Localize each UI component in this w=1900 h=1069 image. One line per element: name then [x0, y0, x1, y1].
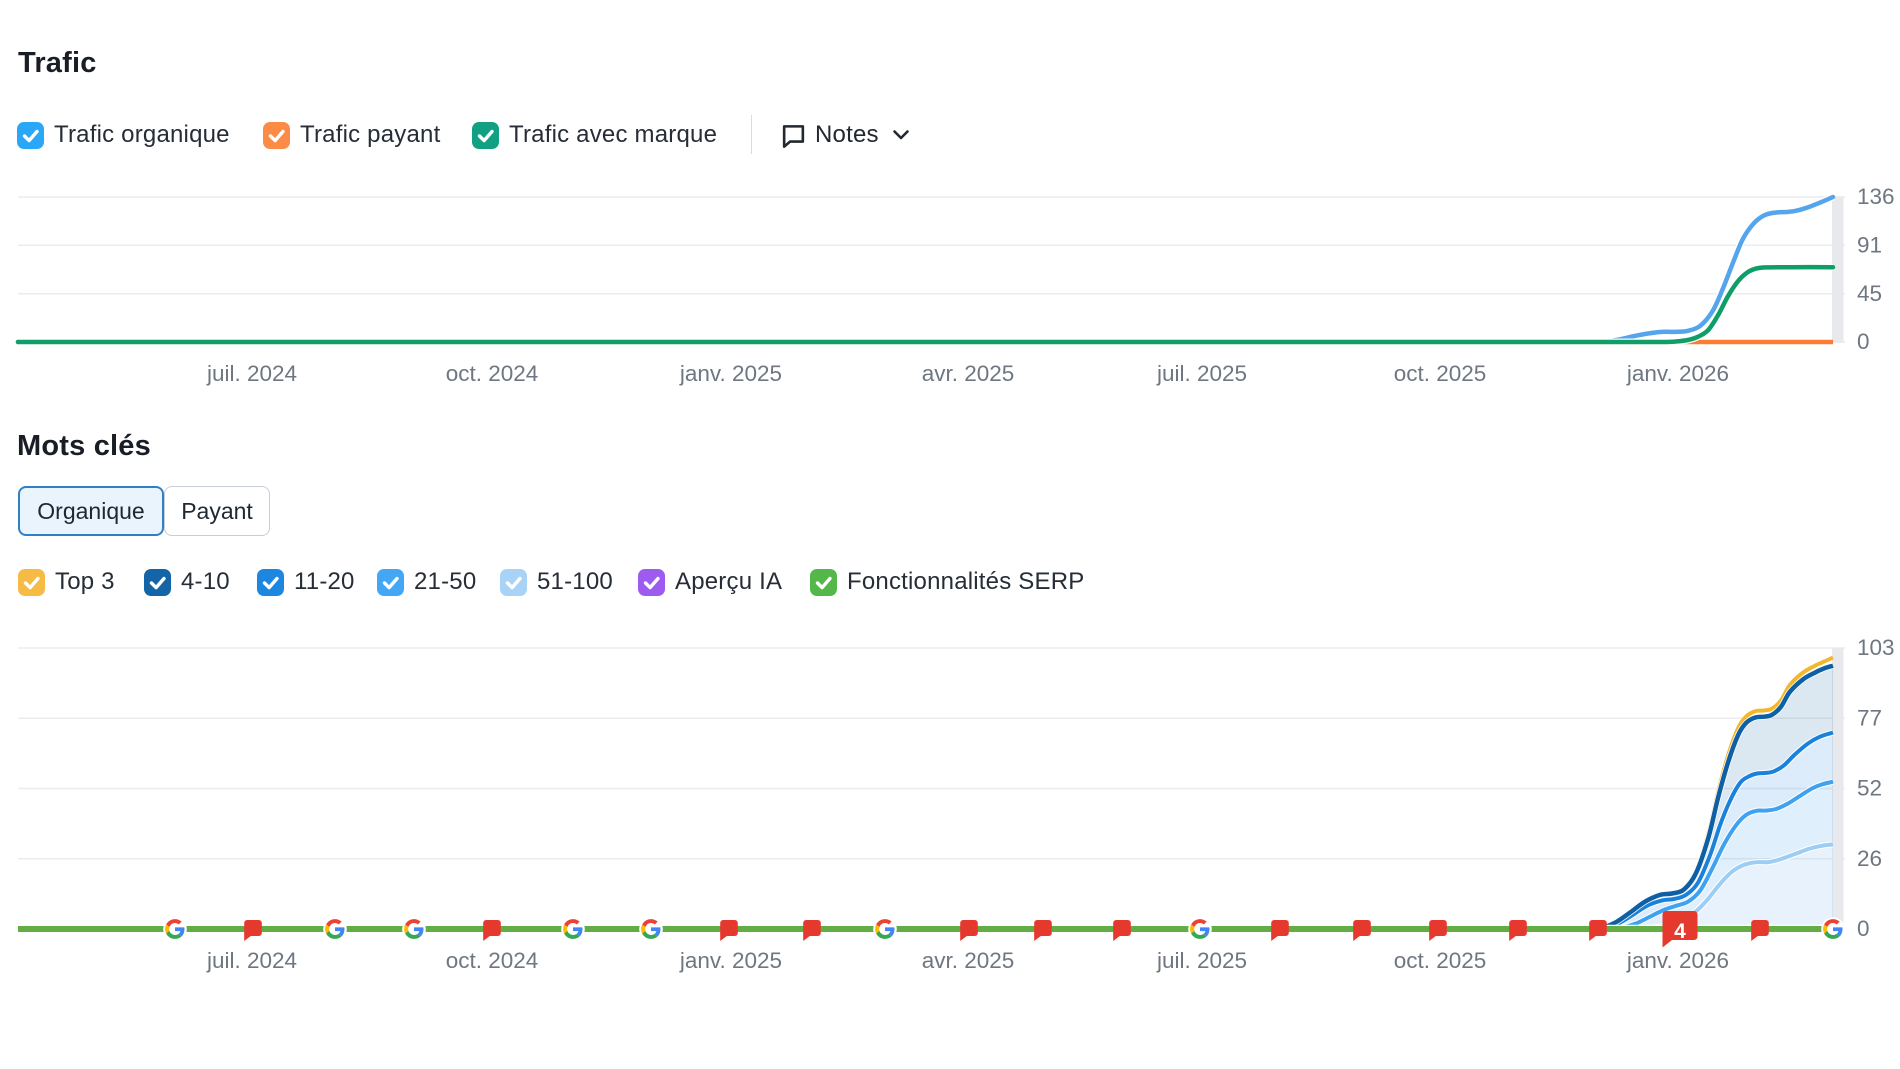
svg-text:juil. 2024: juil. 2024	[206, 948, 297, 973]
svg-text:103: 103	[1857, 635, 1895, 660]
svg-text:4: 4	[1674, 920, 1686, 943]
svg-text:77: 77	[1857, 705, 1882, 730]
svg-text:juil. 2025: juil. 2025	[1156, 361, 1247, 386]
svg-text:janv. 2025: janv. 2025	[679, 361, 782, 386]
svg-text:45: 45	[1857, 281, 1882, 306]
svg-text:91: 91	[1857, 233, 1882, 258]
svg-text:oct. 2025: oct. 2025	[1394, 361, 1487, 386]
svg-text:oct. 2024: oct. 2024	[446, 948, 539, 973]
svg-text:oct. 2024: oct. 2024	[446, 361, 539, 386]
svg-text:0: 0	[1857, 329, 1870, 354]
svg-text:136: 136	[1857, 184, 1895, 209]
svg-text:juil. 2025: juil. 2025	[1156, 948, 1247, 973]
svg-text:janv. 2026: janv. 2026	[1626, 361, 1729, 386]
svg-text:janv. 2025: janv. 2025	[679, 948, 782, 973]
svg-text:52: 52	[1857, 776, 1882, 801]
svg-text:juil. 2024: juil. 2024	[206, 361, 297, 386]
svg-text:avr. 2025: avr. 2025	[922, 361, 1015, 386]
svg-text:oct. 2025: oct. 2025	[1394, 948, 1487, 973]
svg-text:janv. 2026: janv. 2026	[1626, 948, 1729, 973]
svg-text:avr. 2025: avr. 2025	[922, 948, 1015, 973]
svg-text:26: 26	[1857, 846, 1882, 871]
svg-text:0: 0	[1857, 916, 1870, 941]
